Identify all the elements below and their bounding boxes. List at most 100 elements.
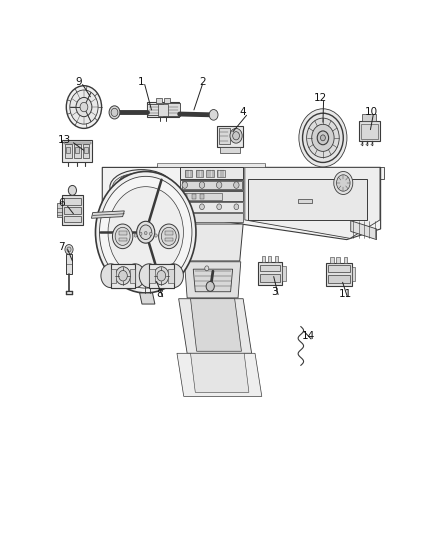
Bar	[111, 264, 135, 288]
Circle shape	[101, 264, 120, 288]
Bar	[366, 143, 368, 145]
Bar	[75, 147, 79, 152]
Circle shape	[66, 86, 102, 128]
Bar	[64, 142, 91, 144]
Text: 2: 2	[199, 77, 206, 87]
Circle shape	[321, 135, 325, 141]
Circle shape	[116, 266, 131, 285]
Circle shape	[216, 182, 222, 188]
Circle shape	[217, 204, 222, 209]
Bar	[66, 147, 71, 152]
Bar	[168, 269, 173, 282]
Bar	[111, 264, 135, 288]
Bar	[282, 266, 286, 281]
Text: 6: 6	[58, 198, 65, 208]
Bar	[149, 264, 173, 288]
Bar	[156, 163, 265, 167]
Bar	[206, 170, 214, 177]
Bar	[260, 265, 280, 271]
Polygon shape	[102, 167, 381, 240]
Circle shape	[139, 232, 142, 236]
Circle shape	[233, 182, 239, 188]
Circle shape	[70, 90, 98, 124]
Circle shape	[117, 175, 137, 199]
Polygon shape	[193, 269, 233, 292]
Bar	[196, 170, 203, 177]
Bar	[258, 262, 282, 285]
Circle shape	[157, 270, 166, 281]
Text: 9: 9	[75, 77, 82, 87]
Circle shape	[200, 204, 205, 209]
Polygon shape	[179, 298, 251, 353]
Bar	[336, 257, 340, 263]
Bar	[149, 269, 155, 282]
Polygon shape	[177, 353, 262, 397]
Bar	[119, 238, 127, 241]
Polygon shape	[351, 221, 377, 240]
Bar	[191, 195, 196, 199]
Bar	[164, 98, 170, 102]
Bar	[328, 275, 350, 283]
Circle shape	[161, 227, 176, 245]
Circle shape	[76, 98, 92, 117]
Bar	[74, 143, 81, 158]
Bar	[119, 231, 127, 235]
Circle shape	[312, 124, 334, 151]
Bar	[268, 256, 271, 262]
Circle shape	[205, 266, 209, 271]
Circle shape	[95, 172, 196, 293]
Bar	[328, 265, 350, 272]
Bar	[200, 195, 204, 199]
Bar	[165, 231, 173, 235]
Bar	[66, 254, 72, 274]
Circle shape	[108, 187, 184, 278]
Bar	[64, 207, 81, 214]
Bar	[219, 128, 230, 144]
Bar	[180, 180, 243, 190]
Polygon shape	[140, 293, 155, 304]
Circle shape	[120, 179, 134, 195]
Bar	[65, 143, 72, 158]
Polygon shape	[191, 298, 241, 351]
Polygon shape	[245, 167, 380, 238]
Circle shape	[119, 270, 127, 281]
Circle shape	[145, 231, 147, 235]
Circle shape	[307, 118, 339, 158]
Text: 10: 10	[364, 107, 378, 117]
Bar	[275, 256, 278, 262]
Bar	[298, 199, 312, 204]
Ellipse shape	[110, 169, 173, 205]
Text: 11: 11	[338, 289, 352, 299]
Circle shape	[164, 264, 184, 288]
Circle shape	[154, 266, 169, 285]
Bar	[182, 181, 242, 189]
Bar	[64, 198, 81, 205]
Bar	[57, 203, 62, 217]
Bar	[362, 114, 376, 122]
Circle shape	[206, 281, 214, 292]
Circle shape	[317, 131, 328, 145]
Bar	[149, 264, 173, 288]
Circle shape	[149, 232, 152, 236]
Circle shape	[109, 106, 120, 119]
Bar	[180, 202, 243, 212]
Ellipse shape	[113, 173, 170, 201]
Circle shape	[139, 264, 159, 288]
Text: 14: 14	[302, 330, 315, 341]
Bar	[330, 257, 334, 263]
Bar	[180, 167, 243, 179]
Circle shape	[111, 108, 118, 117]
Circle shape	[134, 234, 137, 237]
Bar	[371, 143, 374, 145]
Circle shape	[209, 109, 218, 120]
Circle shape	[67, 247, 71, 252]
Polygon shape	[184, 262, 241, 298]
Circle shape	[65, 245, 73, 254]
Bar	[360, 124, 378, 139]
Bar	[62, 195, 83, 225]
Circle shape	[155, 234, 157, 237]
Bar	[183, 195, 187, 199]
Bar	[147, 104, 162, 115]
Circle shape	[113, 224, 133, 248]
Circle shape	[137, 221, 155, 243]
